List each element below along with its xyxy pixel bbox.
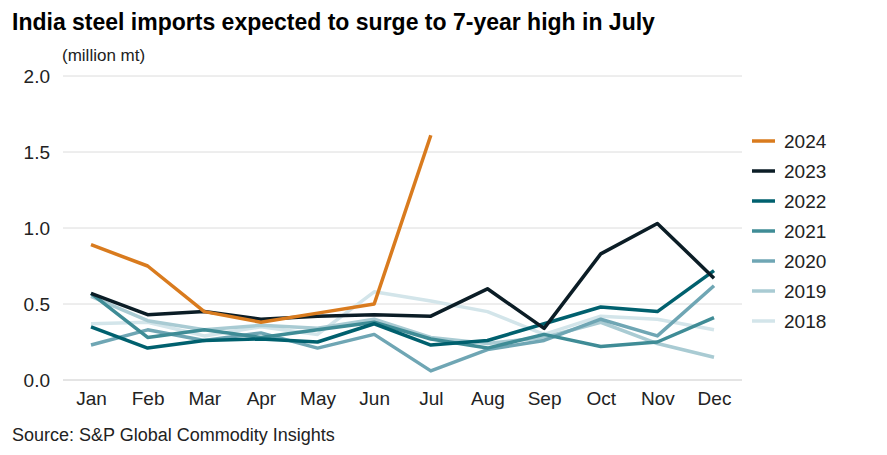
legend-label: 2024: [784, 131, 827, 152]
legend-label: 2020: [784, 251, 826, 272]
x-axis: Jan Feb Mar Apr May Jun Jul Aug Sep Oct Nov Dec: [63, 380, 742, 409]
x-tick-label: Aug: [471, 388, 505, 409]
x-tick-label: Oct: [586, 388, 616, 409]
legend-swatch: [752, 139, 775, 143]
legend-swatch: [752, 229, 775, 233]
x-tick: Oct: [586, 380, 616, 409]
legend: 2024 2023 2022 2021 2020 2019 2018: [752, 131, 827, 332]
lines: [91, 135, 714, 371]
series-line: [91, 293, 714, 348]
series-line: [91, 223, 714, 328]
x-tick-label: Nov: [641, 388, 675, 409]
legend-swatch: [752, 199, 775, 203]
grid-line: [63, 304, 742, 305]
x-tick-label: May: [300, 388, 336, 409]
y-tick-label: 1.0: [24, 218, 50, 239]
y-tick: 2.0: [24, 66, 63, 87]
legend-label: 2023: [784, 161, 826, 182]
y-tick-label: 0.0: [24, 370, 50, 391]
x-tick: Mar: [188, 380, 221, 409]
x-tick-label: Sep: [528, 388, 562, 409]
legend-swatch: [752, 289, 775, 293]
y-tick: 1.0: [24, 218, 63, 239]
grid-line: [63, 380, 742, 381]
source: Source: S&P Global Commodity Insights: [12, 425, 335, 445]
y-tick-label: 2.0: [24, 66, 50, 87]
grid: [63, 76, 742, 380]
chart: India steel imports expected to surge to…: [0, 0, 887, 455]
x-tick: Dec: [698, 380, 732, 409]
x-tick-label: Mar: [188, 388, 221, 409]
y-tick: 1.5: [24, 142, 63, 163]
y-tick-label: 0.5: [24, 294, 50, 315]
legend-swatch: [752, 169, 775, 173]
x-tick: Aug: [471, 380, 505, 409]
x-tick-label: Dec: [698, 388, 732, 409]
series-line: [91, 271, 714, 349]
y-axis: 0.0 0.5 1.0 1.5 2.0: [24, 66, 64, 391]
x-tick: May: [300, 380, 336, 409]
legend-label: 2018: [784, 311, 826, 332]
legend-label: 2022: [784, 191, 826, 212]
x-tick-label: Jan: [76, 388, 107, 409]
x-tick-label: Jul: [419, 388, 443, 409]
x-tick: Jan: [76, 380, 107, 409]
y-axis-line: [63, 77, 64, 381]
x-tick: Sep: [528, 380, 562, 409]
y-tick: 0.0: [24, 370, 63, 391]
grid-line: [63, 152, 742, 153]
x-tick-label: Jun: [359, 388, 390, 409]
grid-line: [63, 228, 742, 229]
x-tick: Jun: [359, 380, 390, 409]
title: India steel imports expected to surge to…: [12, 9, 655, 35]
legend-label: 2021: [784, 221, 826, 242]
x-tick: Nov: [641, 380, 675, 409]
x-tick: Feb: [132, 380, 165, 409]
legend-swatch: [752, 319, 775, 323]
series-line: [91, 286, 714, 371]
legend-swatch: [752, 259, 775, 263]
y-tick-label: 1.5: [24, 142, 50, 163]
series-line: [91, 135, 431, 322]
subtitle: (million mt): [62, 46, 145, 65]
grid-line: [63, 76, 742, 77]
x-tick-label: Feb: [132, 388, 165, 409]
legend-label: 2019: [784, 281, 826, 302]
x-tick: Apr: [247, 380, 277, 409]
x-axis-line: [63, 380, 742, 381]
x-tick: Jul: [419, 380, 443, 409]
y-tick: 0.5: [24, 294, 63, 315]
x-tick-label: Apr: [247, 388, 277, 409]
